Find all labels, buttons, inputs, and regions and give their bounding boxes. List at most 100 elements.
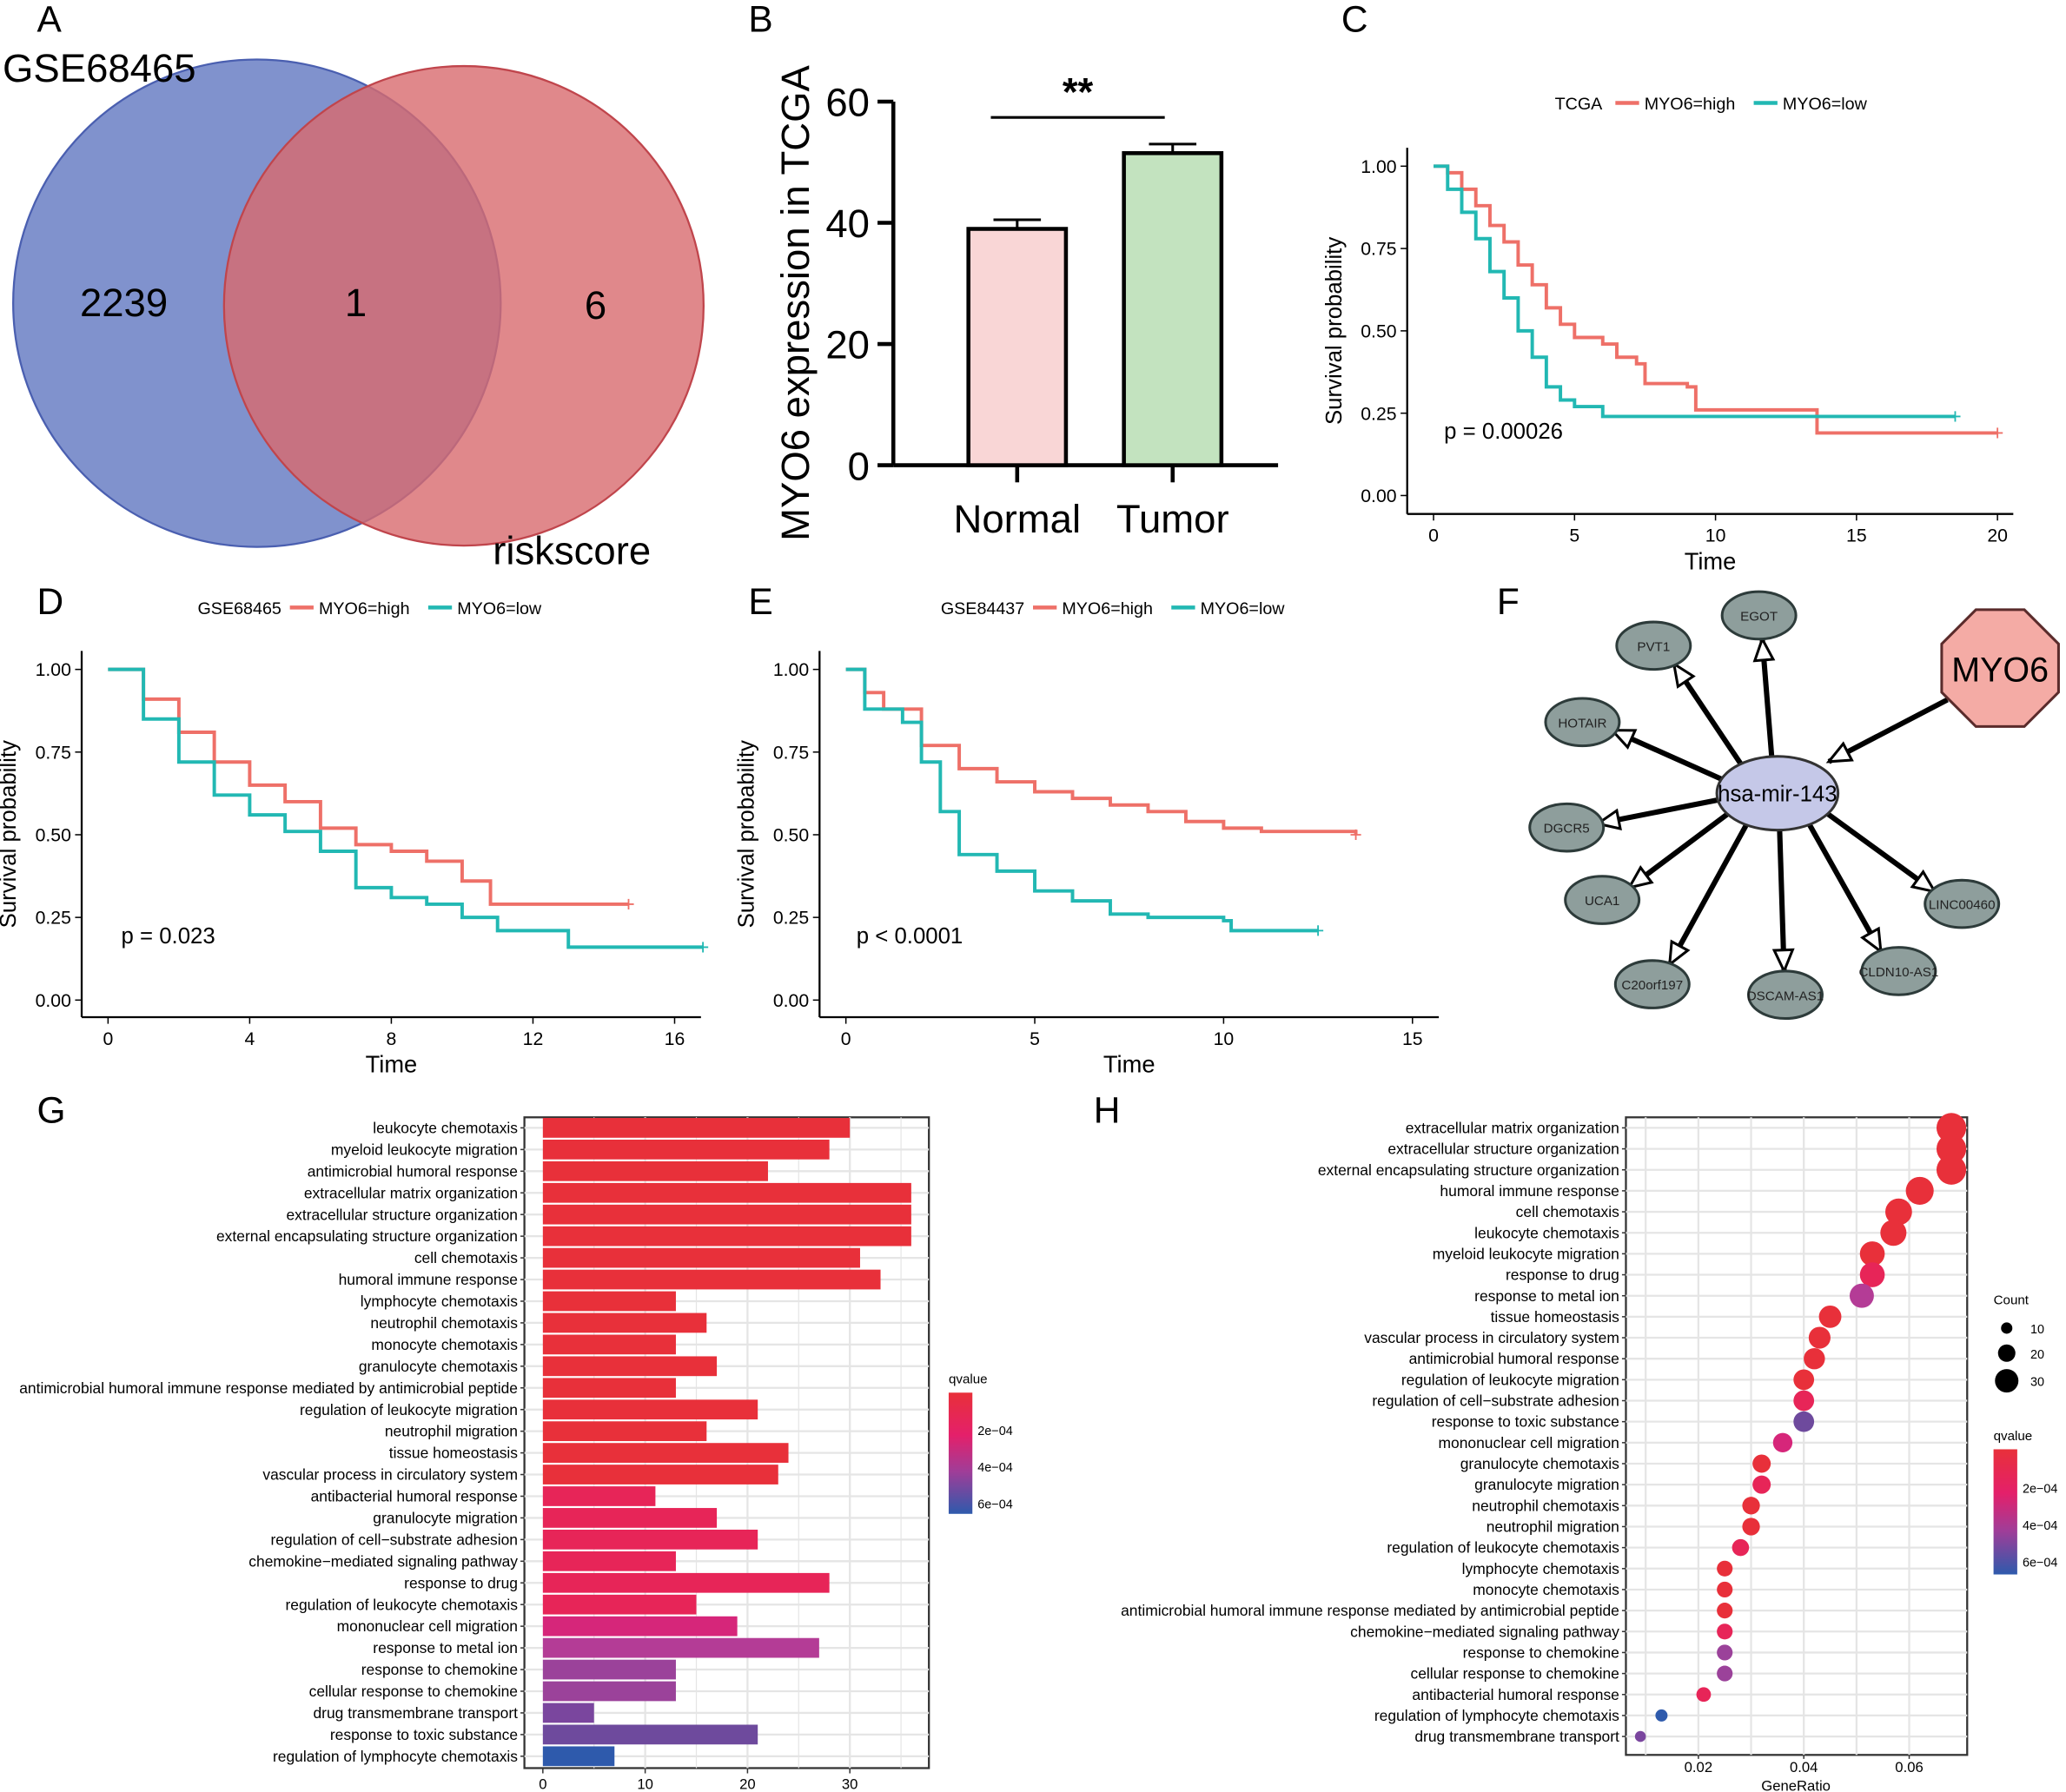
node-hub	[1715, 755, 1840, 832]
category-label: granulocyte chemotaxis	[359, 1358, 518, 1375]
x-tick-label: 20	[1987, 526, 2008, 546]
panel-label: E	[748, 581, 772, 622]
venn-set-riskscore	[222, 64, 705, 547]
legend-label: 2e−04	[2023, 1483, 2057, 1497]
category-label: regulation of cell−substrate adhesion	[1372, 1392, 1619, 1410]
x-tick-label: Tumor	[1116, 497, 1229, 541]
node-label: CLDN10-AS1	[1858, 965, 1938, 980]
y-tick-label: 0	[848, 444, 870, 488]
legend-label: 10	[2030, 1323, 2044, 1337]
dot	[1880, 1220, 1907, 1246]
survival-curve-low	[1434, 164, 1956, 419]
category-label: antibacterial humoral response	[311, 1488, 518, 1505]
x-tick-label: 10	[637, 1776, 653, 1792]
dot	[1859, 1262, 1885, 1287]
dot	[1752, 1454, 1771, 1473]
x-axis-label: GeneRatio	[1761, 1777, 1831, 1792]
bar	[542, 1226, 911, 1246]
dot	[1717, 1665, 1733, 1682]
category-label: neutrophil chemotaxis	[1472, 1497, 1619, 1514]
node-label: HOTAIR	[1558, 716, 1606, 731]
p-value: p = 0.00026	[1444, 420, 1563, 444]
category-label: antimicrobial humoral response	[308, 1162, 518, 1180]
node-label: DGCR5	[1544, 822, 1590, 836]
node-label: C20orf197	[1621, 978, 1683, 993]
legend-label: 2e−04	[977, 1425, 1012, 1438]
legend-label: MYO6=low	[1201, 599, 1286, 618]
hub-label: hsa-mir-143	[1718, 782, 1837, 806]
arrowhead	[1825, 741, 1854, 764]
x-tick-label: 12	[523, 1029, 544, 1049]
category-label: granulocyte chemotaxis	[1460, 1455, 1619, 1472]
dot	[1793, 1390, 1815, 1412]
category-label: tissue homeostasis	[1491, 1308, 1620, 1326]
censor-mark	[698, 942, 709, 953]
legend-title: GSE84437	[941, 599, 1024, 618]
x-tick-label: 0	[1428, 526, 1439, 546]
venn-diagram: GSE68465 riskscore 2239 1 6	[3, 46, 705, 572]
category-label: myeloid leukocyte migration	[331, 1141, 518, 1158]
dot	[1808, 1326, 1831, 1349]
category-label: antimicrobial humoral response	[1409, 1350, 1619, 1367]
dot	[1742, 1497, 1760, 1515]
survival-curve-high	[108, 667, 629, 906]
km-plot-d: 0.00 0.25 0.50 0.75 1.00 0 4 8 12 16 Time Survival …	[0, 599, 709, 1078]
survival-curve-high	[1434, 164, 1998, 435]
legend-label: 30	[2030, 1376, 2044, 1390]
category-label: myeloid leukocyte migration	[1433, 1245, 1619, 1262]
x-tick-label: 8	[387, 1029, 397, 1049]
y-tick-label: 1.00	[1361, 157, 1396, 177]
node-label: PVT1	[1637, 639, 1670, 654]
x-tick-label: 20	[739, 1776, 756, 1792]
category-label: lymphocyte chemotaxis	[1462, 1560, 1620, 1577]
censor-mark	[1950, 411, 1961, 422]
arrowhead	[1752, 635, 1776, 663]
y-tick-label: 40	[825, 202, 870, 246]
category-label: leukocyte chemotaxis	[373, 1119, 518, 1136]
category-label: extracellular matrix organization	[1406, 1119, 1619, 1136]
dot	[1936, 1154, 1967, 1185]
node-myo6	[1940, 608, 2060, 728]
x-axis-label: Time	[1103, 1051, 1156, 1078]
panel-label: B	[748, 0, 772, 40]
y-tick-label: 0.50	[1361, 321, 1396, 341]
y-tick-label: 0.25	[1361, 404, 1396, 424]
node-label: LINC00460	[1929, 898, 1996, 913]
censor-mark	[1350, 829, 1361, 841]
category-label: vascular process in circulatory system	[262, 1466, 518, 1484]
network-diagram: EGOT PVT1 HOTAIR DGCR5 UCA1 C20orf197 DSCAM-AS…	[1528, 590, 2060, 1021]
x-tick-label: 0	[539, 1776, 546, 1792]
dot	[1772, 1432, 1793, 1453]
bar	[542, 1594, 697, 1615]
node-pvt1	[1615, 620, 1692, 671]
bar	[542, 1465, 778, 1485]
bar	[542, 1356, 718, 1377]
legend: TCGA MYO6=high MYO6=low	[1555, 95, 1868, 114]
x-axis-label: Time	[1685, 547, 1737, 574]
bar	[542, 1161, 768, 1181]
myo6-label: MYO6	[1951, 651, 2049, 689]
edge	[1821, 808, 1937, 895]
dot	[1793, 1411, 1815, 1432]
legend-label: MYO6=high	[1062, 599, 1153, 618]
dot	[1849, 1283, 1874, 1308]
arrowhead	[1910, 869, 1938, 894]
bar	[542, 1443, 789, 1463]
x-tick-label: 0.04	[1790, 1759, 1818, 1775]
dot	[1717, 1644, 1733, 1661]
bar	[542, 1421, 707, 1442]
legend-label: 20	[2030, 1348, 2044, 1362]
legend-title: TCGA	[1555, 95, 1604, 114]
category-label: external encapsulating structure organiz…	[1318, 1161, 1619, 1179]
node-dgcr5	[1528, 802, 1606, 853]
node-linc00460	[1924, 878, 2001, 929]
bar-tumor	[1122, 151, 1224, 467]
arrowhead	[1667, 939, 1691, 968]
venn-set-label: GSE68465	[3, 46, 196, 90]
bar	[542, 1334, 676, 1355]
x-tick-label: 10	[1705, 526, 1726, 546]
legend-label: MYO6=high	[319, 599, 410, 618]
panel-label: H	[1094, 1089, 1121, 1130]
x-axis-label: Time	[366, 1051, 418, 1078]
